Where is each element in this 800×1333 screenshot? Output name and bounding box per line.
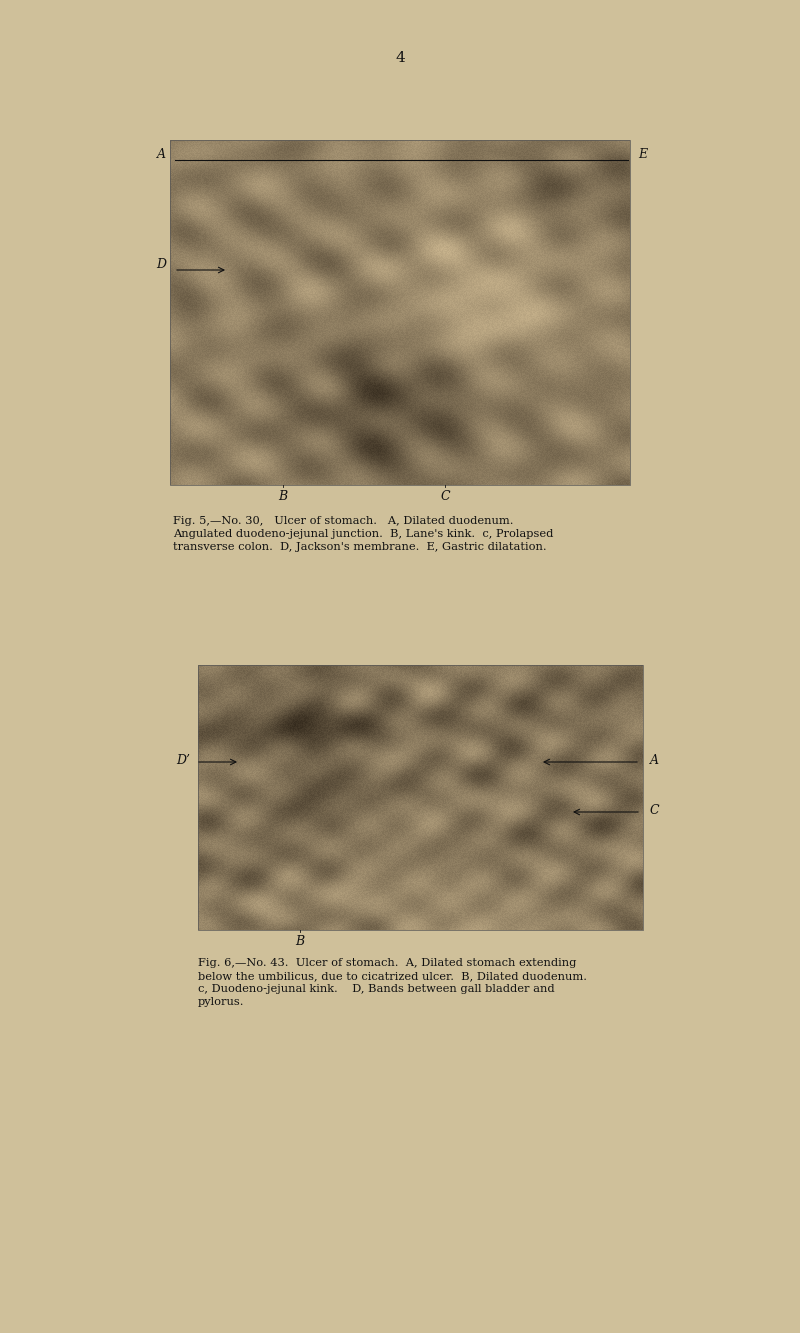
Text: C: C xyxy=(650,804,660,817)
Text: Angulated duodeno-jejunal junction.  B, Lane's kink.  c, Prolapsed: Angulated duodeno-jejunal junction. B, L… xyxy=(173,529,554,539)
Text: Fig. 5,—No. 30,   Ulcer of stomach.   A, Dilated duodenum.: Fig. 5,—No. 30, Ulcer of stomach. A, Dil… xyxy=(173,516,514,527)
Text: 4: 4 xyxy=(395,51,405,65)
Text: Fig. 6,—No. 43.  Ulcer of stomach.  A, Dilated stomach extending: Fig. 6,—No. 43. Ulcer of stomach. A, Dil… xyxy=(198,958,576,968)
Text: c, Duodeno-jejunal kink.    D, Bands between gall bladder and: c, Duodeno-jejunal kink. D, Bands betwee… xyxy=(198,984,554,994)
Text: transverse colon.  D, Jackson's membrane.  E, Gastric dilatation.: transverse colon. D, Jackson's membrane.… xyxy=(173,543,546,552)
Text: B: B xyxy=(278,491,287,503)
Bar xyxy=(170,140,630,485)
Text: A: A xyxy=(650,753,659,766)
Text: below the umbilicus, due to cicatrized ulcer.  B, Dilated duodenum.: below the umbilicus, due to cicatrized u… xyxy=(198,970,587,981)
Text: A: A xyxy=(157,148,166,161)
Text: E: E xyxy=(638,148,647,161)
Text: C: C xyxy=(440,491,450,503)
Text: D: D xyxy=(156,259,166,272)
Bar xyxy=(198,665,643,930)
Text: D’: D’ xyxy=(176,753,190,766)
Text: pylorus.: pylorus. xyxy=(198,997,245,1006)
Text: B: B xyxy=(295,934,305,948)
